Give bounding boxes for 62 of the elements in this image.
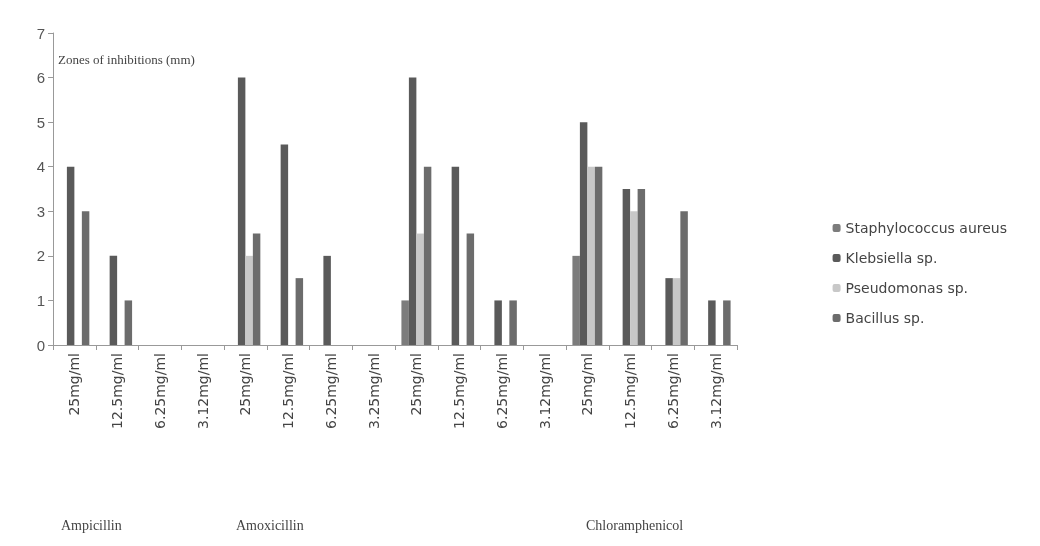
- x-tick-label: 25mg/ml: [66, 353, 83, 416]
- y-axis-title: Zones of inhibitions (mm): [58, 52, 195, 67]
- bar: [494, 300, 502, 345]
- bar: [466, 233, 475, 345]
- bar: [594, 166, 603, 345]
- bar: [295, 278, 304, 345]
- y-tick-label: 1: [36, 291, 45, 309]
- x-tick-label: 6.25mg/ml: [151, 353, 168, 429]
- x-tick-label: 12.5mg/ml: [109, 353, 126, 429]
- legend-label: Pseudomonas sp.: [845, 280, 969, 296]
- text: Amoxicillin: [236, 517, 304, 533]
- bar: [723, 300, 731, 345]
- bar: [423, 166, 432, 345]
- bar: [672, 278, 681, 345]
- bar: [509, 300, 517, 345]
- bar: [401, 300, 409, 345]
- bar: [237, 77, 246, 345]
- x-tick-label: 6.25mg/ml: [322, 353, 339, 429]
- x-tick-label: 12.5mg/ml: [622, 353, 639, 429]
- x-tick-label: 3.12mg/ml: [536, 353, 553, 429]
- y-tick-label: 3: [36, 202, 45, 220]
- x-tick-label: 25mg/ml: [408, 353, 425, 416]
- bar: [579, 122, 588, 345]
- bar: [665, 278, 673, 345]
- bar: [81, 211, 90, 345]
- bar: [708, 300, 716, 345]
- bar: [245, 255, 253, 345]
- y-tick-label: 4: [36, 158, 45, 176]
- bar: [323, 255, 331, 345]
- x-tick-label: 12.5mg/ml: [451, 353, 468, 429]
- x-tick-label: 3.12mg/ml: [707, 353, 724, 429]
- bar: [66, 166, 75, 345]
- y-tick-label: 7: [36, 24, 45, 42]
- text: Ampicillin: [61, 517, 122, 533]
- y-tick-label: 5: [36, 113, 45, 131]
- y-tick-label: 6: [36, 69, 45, 87]
- x-tick-label: 3.12mg/ml: [194, 353, 211, 429]
- y-tick-label: 0: [36, 336, 45, 354]
- bar: [109, 255, 118, 345]
- x-tick-label: 6.25mg/ml: [664, 353, 681, 429]
- bar: [587, 166, 595, 345]
- bar: [451, 166, 460, 345]
- bar: [408, 77, 417, 345]
- bar: [680, 211, 688, 345]
- bar: [124, 300, 133, 345]
- x-tick-label: 12.5mg/ml: [280, 353, 297, 429]
- bar: [280, 144, 289, 345]
- bar: [637, 189, 646, 345]
- legend-label: Bacillus sp.: [845, 310, 925, 326]
- x-tick-label: 3.25mg/ml: [365, 353, 382, 429]
- y-tick-label: 2: [36, 247, 45, 265]
- x-tick-label: 25mg/ml: [579, 353, 596, 416]
- legend-label: Klebsiella sp.: [845, 250, 938, 266]
- bar: [572, 255, 580, 345]
- bar: [622, 189, 631, 345]
- text: Chloramphenicol: [586, 517, 684, 533]
- legend-label: Staphylococcus aureus: [845, 220, 1008, 236]
- x-tick-label: 25mg/ml: [237, 353, 254, 416]
- bar: [630, 211, 638, 345]
- bar: [252, 233, 261, 345]
- bar: [416, 233, 424, 345]
- x-tick-label: 6.25mg/ml: [493, 353, 510, 429]
